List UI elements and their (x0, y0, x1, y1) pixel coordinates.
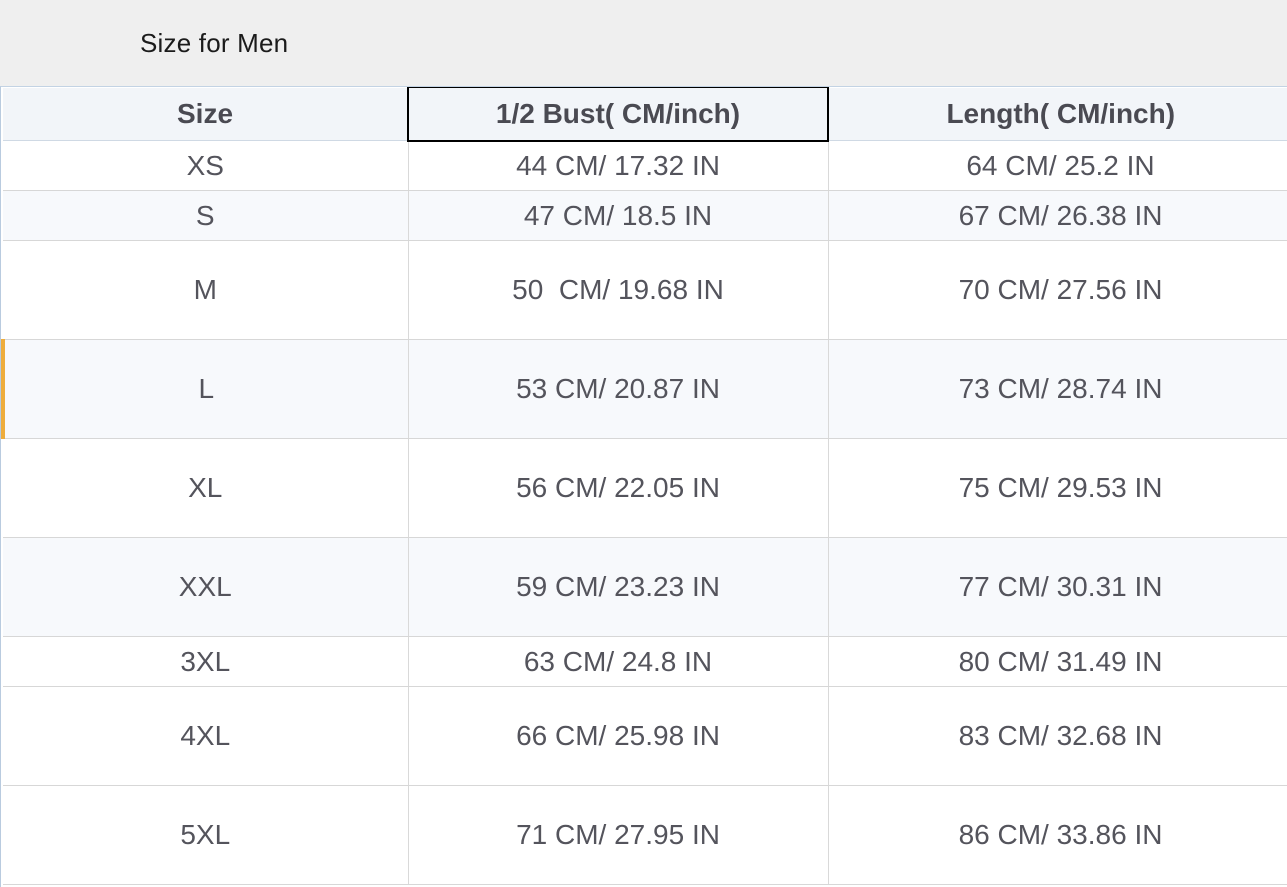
size-table: Size 1/2 Bust( CM/inch) Length( CM/inch)… (1, 87, 1287, 885)
table-row-highlighted[interactable]: L 53 CM/ 20.87 IN 73 CM/ 28.74 IN (1, 339, 1287, 439)
cell-bust[interactable]: 44 CM/ 17.32 IN (408, 140, 829, 191)
column-header-length[interactable]: Length( CM/inch) (828, 87, 1287, 141)
title-band: Size for Men (0, 0, 1287, 86)
table-row[interactable]: M 50 CM/ 19.68 IN 70 CM/ 27.56 IN (3, 240, 1287, 340)
column-header-size[interactable]: Size (3, 87, 409, 141)
cell-bust[interactable]: 47 CM/ 18.5 IN (408, 190, 829, 241)
cell-bust[interactable]: 63 CM/ 24.8 IN (408, 636, 829, 687)
cell-size[interactable]: 4XL (3, 686, 409, 786)
table-row[interactable]: 4XL 66 CM/ 25.98 IN 83 CM/ 32.68 IN (3, 686, 1287, 786)
table-row[interactable]: S 47 CM/ 18.5 IN 67 CM/ 26.38 IN (3, 190, 1287, 241)
cell-length[interactable]: 80 CM/ 31.49 IN (828, 636, 1287, 687)
table-row[interactable]: XL 56 CM/ 22.05 IN 75 CM/ 29.53 IN (3, 438, 1287, 538)
cell-size[interactable]: 3XL (3, 636, 409, 687)
cell-length[interactable]: 64 CM/ 25.2 IN (828, 140, 1287, 191)
cell-bust[interactable]: 53 CM/ 20.87 IN (408, 339, 829, 439)
page-title: Size for Men (140, 27, 289, 58)
table-row[interactable]: XXL 59 CM/ 23.23 IN 77 CM/ 30.31 IN (3, 537, 1287, 637)
cell-bust[interactable]: 66 CM/ 25.98 IN (408, 686, 829, 786)
table-body: XS 44 CM/ 17.32 IN 64 CM/ 25.2 IN S 47 C… (1, 140, 1287, 885)
table-row[interactable]: 3XL 63 CM/ 24.8 IN 80 CM/ 31.49 IN (3, 636, 1287, 687)
cell-size[interactable]: XL (3, 438, 409, 538)
cell-size[interactable]: XS (3, 140, 409, 191)
header-row: Size 1/2 Bust( CM/inch) Length( CM/inch) (3, 87, 1287, 142)
cell-size[interactable]: S (3, 190, 409, 241)
column-header-bust[interactable]: 1/2 Bust( CM/inch) (407, 87, 829, 142)
cell-length[interactable]: 70 CM/ 27.56 IN (828, 240, 1287, 340)
cell-length[interactable]: 77 CM/ 30.31 IN (828, 537, 1287, 637)
table-row[interactable]: 5XL 71 CM/ 27.95 IN 86 CM/ 33.86 IN (3, 785, 1287, 885)
cell-bust[interactable]: 59 CM/ 23.23 IN (408, 537, 829, 637)
cell-length[interactable]: 67 CM/ 26.38 IN (828, 190, 1287, 241)
cell-bust[interactable]: 50 CM/ 19.68 IN (408, 240, 829, 340)
cell-size[interactable]: M (3, 240, 409, 340)
cell-length[interactable]: 86 CM/ 33.86 IN (828, 785, 1287, 885)
size-table-container: Size 1/2 Bust( CM/inch) Length( CM/inch)… (0, 86, 1287, 887)
cell-size[interactable]: XXL (3, 537, 409, 637)
cell-length[interactable]: 73 CM/ 28.74 IN (828, 339, 1287, 439)
table-row[interactable]: XS 44 CM/ 17.32 IN 64 CM/ 25.2 IN (3, 140, 1287, 191)
cell-length[interactable]: 83 CM/ 32.68 IN (828, 686, 1287, 786)
cell-bust[interactable]: 71 CM/ 27.95 IN (408, 785, 829, 885)
cell-length[interactable]: 75 CM/ 29.53 IN (828, 438, 1287, 538)
table-header: Size 1/2 Bust( CM/inch) Length( CM/inch) (3, 87, 1287, 142)
cell-size[interactable]: L (1, 339, 409, 439)
cell-size[interactable]: 5XL (3, 785, 409, 885)
cell-bust[interactable]: 56 CM/ 22.05 IN (408, 438, 829, 538)
